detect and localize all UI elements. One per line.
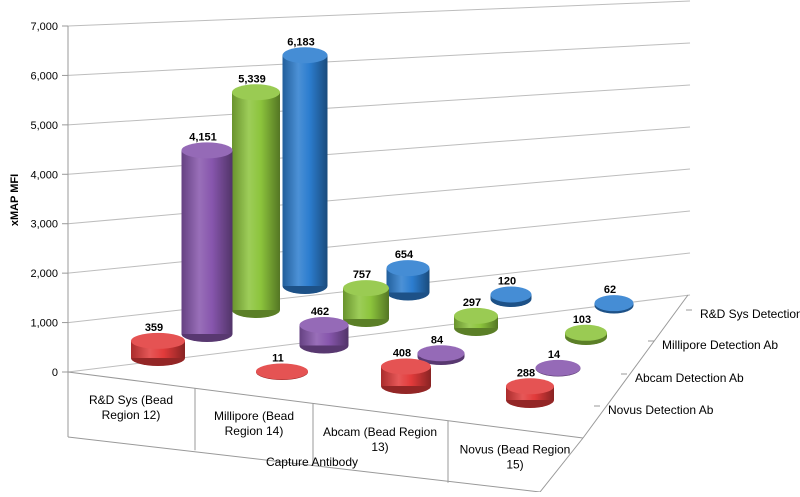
bar-top: [131, 332, 185, 349]
bar: 84: [417, 334, 465, 365]
x-axis-title: Capture Antibody: [266, 455, 358, 469]
floor-front-edge: [67, 371, 584, 439]
bar-top: [386, 260, 430, 277]
bar: 297: [454, 297, 498, 336]
bar: 5,339: [232, 73, 280, 318]
data-label: 297: [463, 297, 481, 309]
category-label: Region 12): [102, 408, 161, 422]
data-label: 408: [393, 348, 411, 360]
bar-top: [417, 345, 465, 362]
data-label: 4,151: [189, 131, 217, 143]
y-tick-label: 7,000: [30, 21, 58, 33]
bar: 757: [343, 269, 389, 327]
series-label: Novus Detection Ab: [608, 403, 714, 417]
data-label: 5,339: [238, 73, 266, 85]
gridlines: [67, 0, 691, 373]
bar-top: [594, 295, 634, 312]
bar: 359: [131, 322, 185, 366]
axes: 0 1,000 2,000 3,000 4,000 5,000 6,000 7,000 R&D …: [30, 21, 800, 493]
data-label: 288: [517, 367, 535, 379]
gridline: [67, 84, 691, 126]
bar: 6,183: [282, 36, 328, 294]
gridline: [67, 168, 691, 225]
floor-depth-edge: [582, 294, 689, 439]
bar: 120: [490, 276, 532, 307]
table-bottom-edge: [67, 436, 541, 493]
category-label: 13): [371, 440, 388, 454]
bar: 4,151: [181, 131, 233, 342]
data-label: 654: [395, 249, 414, 261]
bar-top: [343, 280, 389, 297]
bar: 654: [386, 249, 430, 301]
series-label: Abcam Detection Ab: [635, 371, 744, 385]
gridline: [67, 42, 691, 76]
category-label: R&D Sys (Bead: [89, 393, 173, 407]
bar-top: [299, 317, 349, 334]
bar-top: [282, 47, 328, 64]
bar-side: [232, 92, 280, 311]
gridline: [67, 0, 691, 27]
bar-side: [181, 150, 233, 334]
bar: 103: [565, 314, 607, 345]
data-label: 103: [573, 314, 591, 326]
y-tick-label: 3,000: [30, 219, 58, 231]
gridline: [67, 126, 691, 175]
bar-top: [506, 378, 554, 395]
bar: 462: [299, 306, 349, 354]
table-right-edge: [539, 437, 584, 493]
bar-top: [565, 324, 607, 341]
category-label: Millipore (Bead: [214, 409, 294, 423]
bar-top: [181, 142, 233, 159]
data-label: 120: [498, 276, 516, 288]
data-label: 62: [604, 284, 616, 296]
category-label: 15): [506, 457, 523, 471]
bar: 408: [381, 348, 431, 394]
y-tick-label: 1,000: [30, 318, 58, 330]
y-tick-label: 5,000: [30, 120, 58, 132]
category-label: Novus (Bead Region: [460, 442, 571, 456]
data-label: 84: [431, 334, 444, 346]
data-label: 359: [145, 322, 163, 334]
category-label: Region 14): [225, 424, 284, 438]
bar: 62: [594, 284, 634, 314]
y-axis-title: xMAP MFI: [9, 174, 21, 226]
bar: 11: [256, 352, 308, 380]
y-tick-label: 2,000: [30, 268, 58, 280]
series-label: R&D Sys Detection Ab: [700, 307, 800, 321]
data-label: 11: [272, 352, 284, 364]
y-tick-label: 6,000: [30, 70, 58, 82]
data-label: 14: [548, 349, 561, 361]
series-label: Millipore Detection Ab: [662, 338, 778, 352]
bar-top: [535, 359, 581, 376]
gridline: [67, 210, 691, 274]
bar-top: [490, 286, 532, 303]
bar-top: [454, 307, 498, 324]
bars: 6,183 654 120 62 5,339 757 297 103 4,151 462 84 14 3…: [131, 36, 634, 408]
category-label: Abcam (Bead Region: [323, 425, 437, 439]
bar-top: [256, 363, 308, 380]
data-label: 462: [311, 306, 329, 318]
data-label: 6,183: [287, 36, 315, 48]
y-tick-label: 0: [52, 367, 58, 379]
data-label: 757: [353, 269, 371, 281]
bar: 14: [535, 349, 581, 377]
bar-side: [282, 55, 328, 286]
bar-top: [232, 84, 280, 101]
y-tick-label: 4,000: [30, 169, 58, 181]
bar-top: [381, 358, 431, 375]
bar: 288: [506, 367, 554, 408]
